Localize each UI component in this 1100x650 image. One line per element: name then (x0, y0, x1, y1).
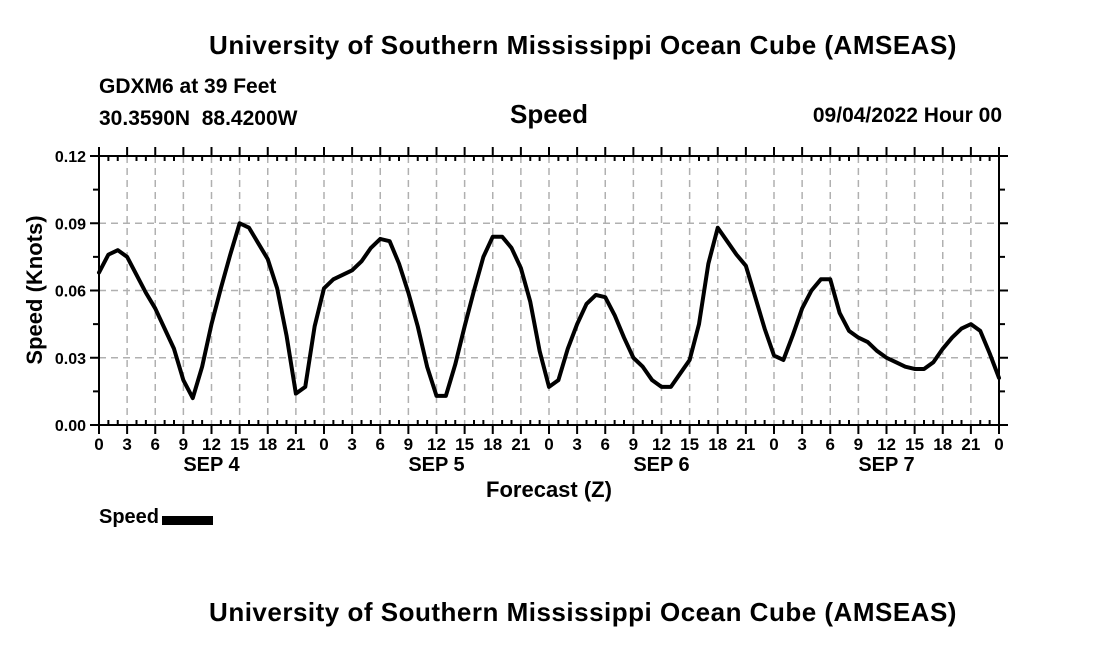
day-label: SEP 7 (858, 454, 914, 476)
chart-title: Speed (509, 99, 589, 129)
y-tick-label: 0.09 (55, 216, 86, 233)
x-tick-label: 3 (347, 435, 356, 454)
x-tick-label: 0 (994, 435, 1003, 454)
x-tick-label: 15 (905, 435, 924, 454)
y-tick-label: 0.06 (55, 284, 86, 301)
day-label: SEP 4 (183, 454, 240, 476)
x-tick-label: 6 (826, 435, 835, 454)
x-tick-label: 12 (202, 435, 221, 454)
x-tick-label: 9 (404, 435, 413, 454)
x-tick-label: 18 (483, 435, 502, 454)
x-tick-label: 0 (94, 435, 103, 454)
station-coordinates-label: 30.3590N 88.4200W (99, 107, 298, 130)
x-tick-label: 6 (376, 435, 385, 454)
speed-series-line (97, 221, 1001, 401)
x-tick-label: 12 (877, 435, 896, 454)
legend-line-swatch (162, 516, 213, 525)
x-tick-label: 6 (151, 435, 160, 454)
x-tick-label: 9 (629, 435, 638, 454)
x-tick-label: 15 (680, 435, 699, 454)
x-tick-label: 15 (230, 435, 249, 454)
y-tick-label: 0.03 (55, 351, 86, 368)
day-label: SEP 5 (408, 454, 464, 476)
day-label: SEP 6 (633, 454, 689, 476)
x-tick-label: 21 (961, 435, 980, 454)
x-tick-label: 21 (286, 435, 305, 454)
x-tick-label: 21 (511, 435, 530, 454)
page-title: University of Southern Mississippi Ocean… (209, 30, 957, 60)
x-tick-label: 6 (601, 435, 610, 454)
x-axis-label: Forecast (Z) (486, 477, 612, 502)
x-tick-label: 3 (797, 435, 806, 454)
x-tick-label: 9 (179, 435, 188, 454)
x-tick-label: 12 (652, 435, 671, 454)
x-tick-label: 9 (854, 435, 863, 454)
x-tick-label: 21 (736, 435, 755, 454)
y-tick-label: 0.12 (55, 149, 86, 166)
x-tick-label: 3 (122, 435, 131, 454)
x-tick-label: 18 (708, 435, 727, 454)
x-tick-label: 0 (769, 435, 778, 454)
x-tick-label: 15 (455, 435, 474, 454)
x-tick-label: 0 (544, 435, 553, 454)
x-tick-label: 12 (427, 435, 446, 454)
x-tick-label: 18 (258, 435, 277, 454)
x-tick-label: 3 (572, 435, 581, 454)
footer-title: University of Southern Mississippi Ocean… (209, 597, 957, 627)
forecast-run-timestamp: 09/04/2022 Hour 00 (812, 104, 1002, 127)
x-tick-label: 18 (933, 435, 952, 454)
y-tick-label: 0.00 (55, 418, 86, 435)
legend-label: Speed (99, 506, 160, 528)
station-name-label: GDXM6 at 39 Feet (99, 75, 277, 98)
x-tick-label: 0 (319, 435, 328, 454)
